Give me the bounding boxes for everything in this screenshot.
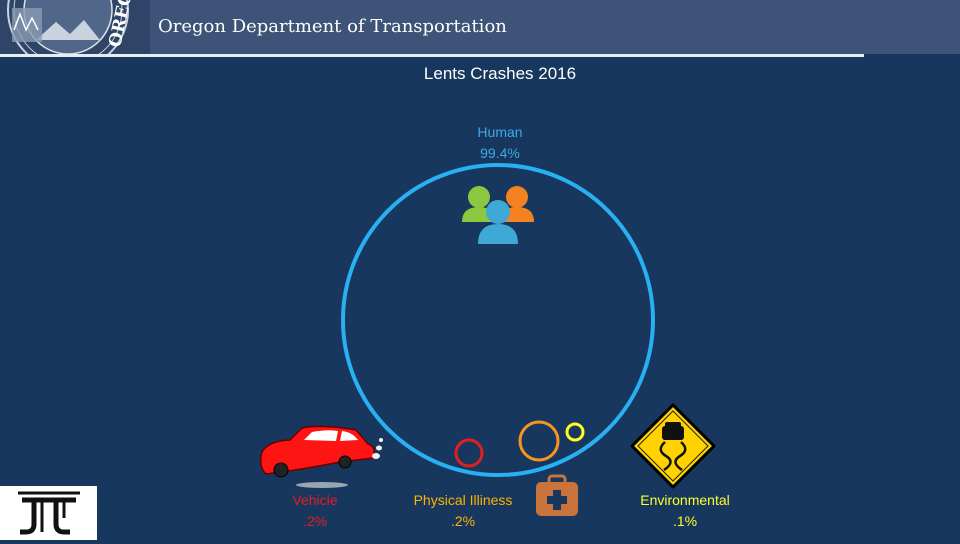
odot-logo (0, 486, 97, 540)
physical-illness-percent: .2% (450, 513, 476, 529)
physical-illness-category-label: Physical Illiness .2% (393, 490, 533, 532)
vehicle-proportion-circle (454, 438, 484, 468)
vehicle-percent: .2% (302, 513, 328, 529)
environmental-category-label: Environmental .1% (620, 490, 750, 532)
slippery-road-sign-icon (630, 403, 716, 489)
human-name: Human (477, 124, 523, 140)
agency-name: Oregon Department of Transportation (158, 16, 507, 37)
human-category-label: Human 99.4% (440, 122, 560, 164)
environmental-percent: .1% (672, 513, 698, 529)
environmental-proportion-circle (565, 422, 585, 442)
first-aid-kit-icon (536, 474, 578, 516)
odot-logo-icon (18, 491, 80, 535)
vehicle-category-label: Vehicle .2% (255, 490, 375, 532)
page-title: Lents Crashes 2016 (423, 64, 577, 83)
physical-illness-proportion-circle (518, 420, 560, 462)
header-bar (0, 0, 960, 54)
header-divider (0, 54, 864, 57)
human-percent: 99.4% (480, 145, 520, 161)
red-car-icon (259, 425, 383, 488)
oregon-seal-icon: OREGON (0, 0, 150, 54)
environmental-name: Environmental (640, 492, 730, 508)
physical-illness-name: Physical Illiness (413, 492, 513, 508)
human-proportion-circle (341, 163, 655, 477)
vehicle-name: Vehicle (292, 492, 338, 508)
people-group-icon (462, 186, 534, 244)
